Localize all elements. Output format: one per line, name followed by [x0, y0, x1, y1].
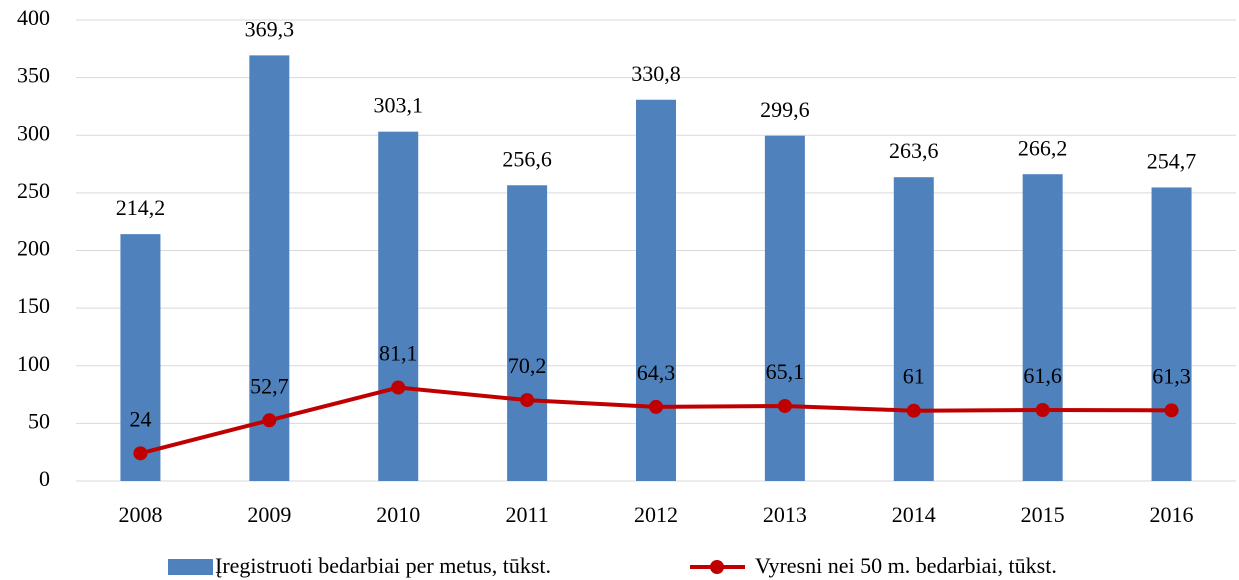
data-label: 61,3 — [1152, 363, 1191, 388]
y-tick-label: 50 — [28, 408, 50, 433]
point — [262, 413, 277, 428]
data-label: 266,2 — [1018, 135, 1068, 160]
bar — [764, 135, 805, 481]
x-tick-label: 2010 — [376, 502, 420, 527]
point — [391, 380, 406, 395]
bar — [249, 55, 290, 482]
data-label: 61 — [903, 364, 925, 389]
point — [649, 399, 663, 414]
legend-label: Įregistruoti bedarbiai per metus, tūkst. — [215, 553, 551, 578]
data-label: 81,1 — [379, 341, 418, 366]
data-label: 64,3 — [637, 360, 676, 385]
bar — [636, 99, 676, 482]
y-tick-label: 100 — [17, 351, 50, 376]
bar — [1022, 174, 1063, 481]
x-tick-label: 2008 — [118, 502, 162, 527]
point — [777, 398, 792, 413]
data-label: 369,3 — [245, 16, 295, 41]
point — [1164, 403, 1179, 418]
bar — [1151, 187, 1192, 481]
y-tick-label: 0 — [39, 466, 50, 491]
point — [133, 446, 148, 461]
x-tick-label: 2009 — [247, 502, 291, 527]
bar — [378, 131, 419, 481]
x-tick-label: 2015 — [1021, 502, 1065, 527]
data-label: 24 — [129, 406, 151, 431]
legend-swatch — [168, 559, 213, 575]
legend-label: Vyresni nei 50 m. bedarbiai, tūkst. — [755, 553, 1057, 578]
data-label: 52,7 — [250, 373, 289, 398]
data-label: 214,2 — [116, 195, 166, 220]
data-label: 70,2 — [508, 353, 547, 378]
bar — [507, 185, 548, 481]
y-tick-label: 400 — [17, 5, 50, 30]
x-tick-label: 2013 — [763, 502, 807, 527]
data-label: 303,1 — [373, 93, 423, 118]
point — [1035, 403, 1050, 418]
bar — [893, 177, 934, 482]
x-tick-label: 2016 — [1150, 502, 1194, 527]
data-label: 263,6 — [889, 138, 939, 163]
data-label: 299,6 — [760, 97, 810, 122]
x-tick-label: 2014 — [892, 502, 936, 527]
legend-swatch — [710, 560, 724, 574]
data-label: 256,6 — [502, 146, 552, 171]
x-tick-label: 2011 — [506, 502, 549, 527]
y-tick-label: 150 — [17, 293, 50, 318]
data-label: 254,7 — [1147, 149, 1197, 174]
data-label: 330,8 — [631, 61, 681, 86]
data-label: 61,6 — [1023, 363, 1062, 388]
point — [906, 403, 921, 418]
y-tick-label: 300 — [17, 120, 50, 145]
bar — [120, 234, 161, 481]
y-tick-label: 200 — [17, 236, 50, 261]
point — [520, 393, 535, 408]
data-label: 65,1 — [766, 359, 805, 384]
x-tick-label: 2012 — [634, 502, 678, 527]
y-tick-label: 350 — [17, 63, 50, 88]
y-tick-label: 250 — [17, 178, 50, 203]
